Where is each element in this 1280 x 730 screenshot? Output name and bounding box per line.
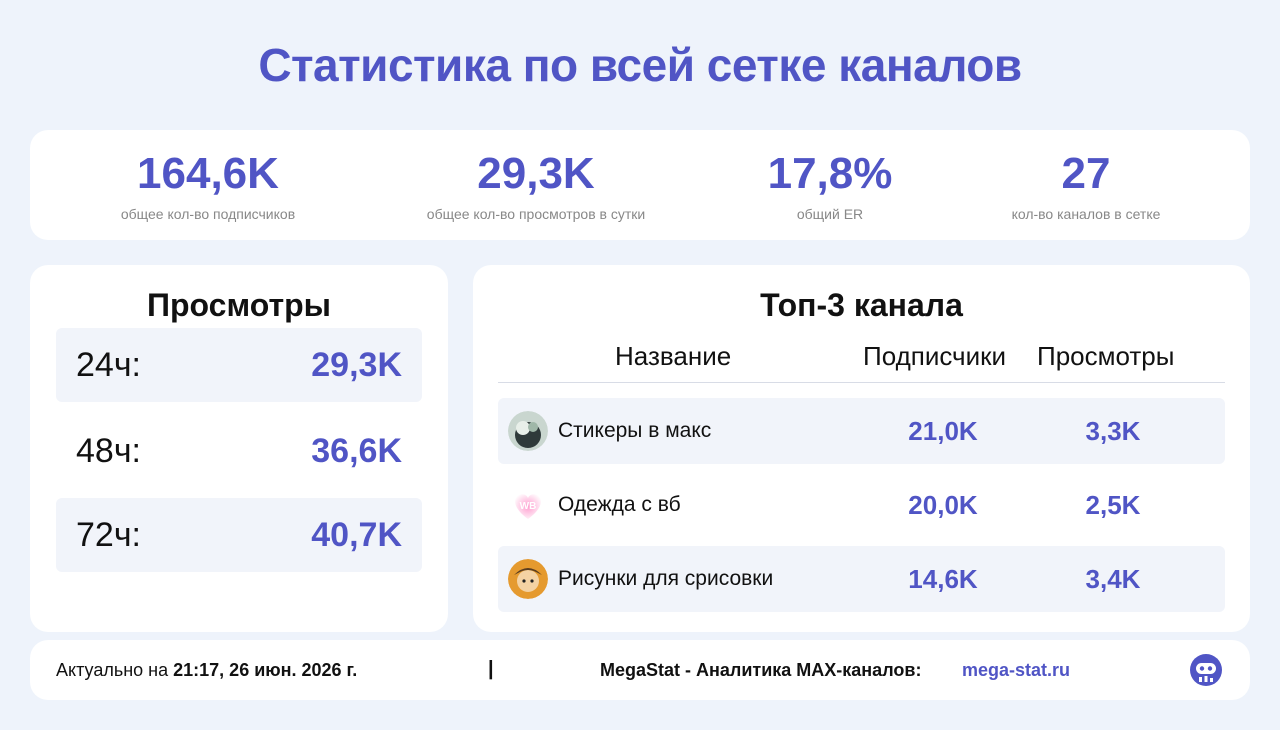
stat-label: общее кол-во подписчиков [120,206,296,222]
stat-er: 17,8% общий ER [750,148,910,222]
channel-name: Рисунки для срисовки [558,567,774,590]
stat-value: 27 [1061,149,1111,198]
views-value: 36,6K [311,432,402,470]
stat-label: кол-во каналов в сетке [1011,206,1161,222]
column-header-name: Название [615,341,732,371]
stat-label: общее кол-во просмотров в сутки [426,206,646,222]
last-updated-datetime: 21:17, 26 июн. 2026 г. [173,660,358,680]
channel-subscribers: 14,6K [908,564,978,594]
views-row-24h: 24ч: 29,3K [56,328,422,402]
wb-heart-icon: WB [508,485,548,525]
channel-subscribers: 20,0K [908,490,978,520]
top3-card: Топ-3 канала Название Подписчики Просмот… [473,265,1250,632]
stat-value: 164,6K [137,149,279,198]
stat-value: 29,3K [477,149,595,198]
footer-separator: | [488,658,494,680]
table-row: Рисунки для срисовки 14,6K 3,4K [498,546,1225,612]
megastat-logo-icon [1188,652,1224,688]
page-title: Статистика по всей сетке каналов [258,39,1022,91]
views-value: 29,3K [311,346,402,384]
channel-views: 2,5K [1085,490,1141,520]
channel-subscribers: 21,0K [908,416,978,446]
views-period: 72ч: [76,516,141,554]
footer: Актуально на 21:17, 26 июн. 2026 г. | Me… [30,640,1250,700]
wb-heart-text: WB [520,501,537,512]
views-period: 48ч: [76,432,141,470]
drawing-avatar-icon [508,559,548,599]
column-header-subscribers: Подписчики [863,341,1007,371]
column-header-views: Просмотры [1037,341,1175,371]
header-divider [498,382,1225,383]
footer-site-link[interactable]: mega-stat.ru [962,660,1071,680]
sticker-avatar-icon [508,411,548,451]
last-updated-prefix: Актуально на [56,660,169,680]
views-heading: Просмотры [146,287,331,323]
last-updated: Актуально на 21:17, 26 июн. 2026 г. [56,660,357,681]
channel-views: 3,3K [1085,416,1141,446]
channel-name: Одежда с вб [558,493,681,516]
summary-stats-card: 164,6K общее кол-во подписчиков 29,3K об… [30,130,1250,240]
table-row: WB Одежда с вб 20,0K 2,5K [498,472,1225,538]
channel-name: Стикеры в макс [558,419,712,442]
views-row-72h: 72ч: 40,7K [56,498,422,572]
stat-label: общий ER [796,206,864,222]
table-row: Стикеры в макс 21,0K 3,3K [498,398,1225,464]
channel-views: 3,4K [1085,564,1141,594]
views-row-48h: 48ч: 36,6K [56,414,422,488]
footer-brand: MegaStat - Аналитика MAX-каналов: [600,660,922,680]
top3-heading: Топ-3 канала [760,287,963,323]
stat-value: 17,8% [767,149,893,198]
views-period: 24ч: [76,346,141,384]
views-value: 40,7K [311,516,402,554]
stat-subscribers: 164,6K общее кол-во подписчиков [98,148,318,222]
views-card: Просмотры 24ч: 29,3K 48ч: 36,6K 72ч: 40,… [30,265,448,632]
stat-daily-views: 29,3K общее кол-во просмотров в сутки [408,148,664,222]
stat-channel-count: 27 кол-во каналов в сетке [996,148,1176,222]
